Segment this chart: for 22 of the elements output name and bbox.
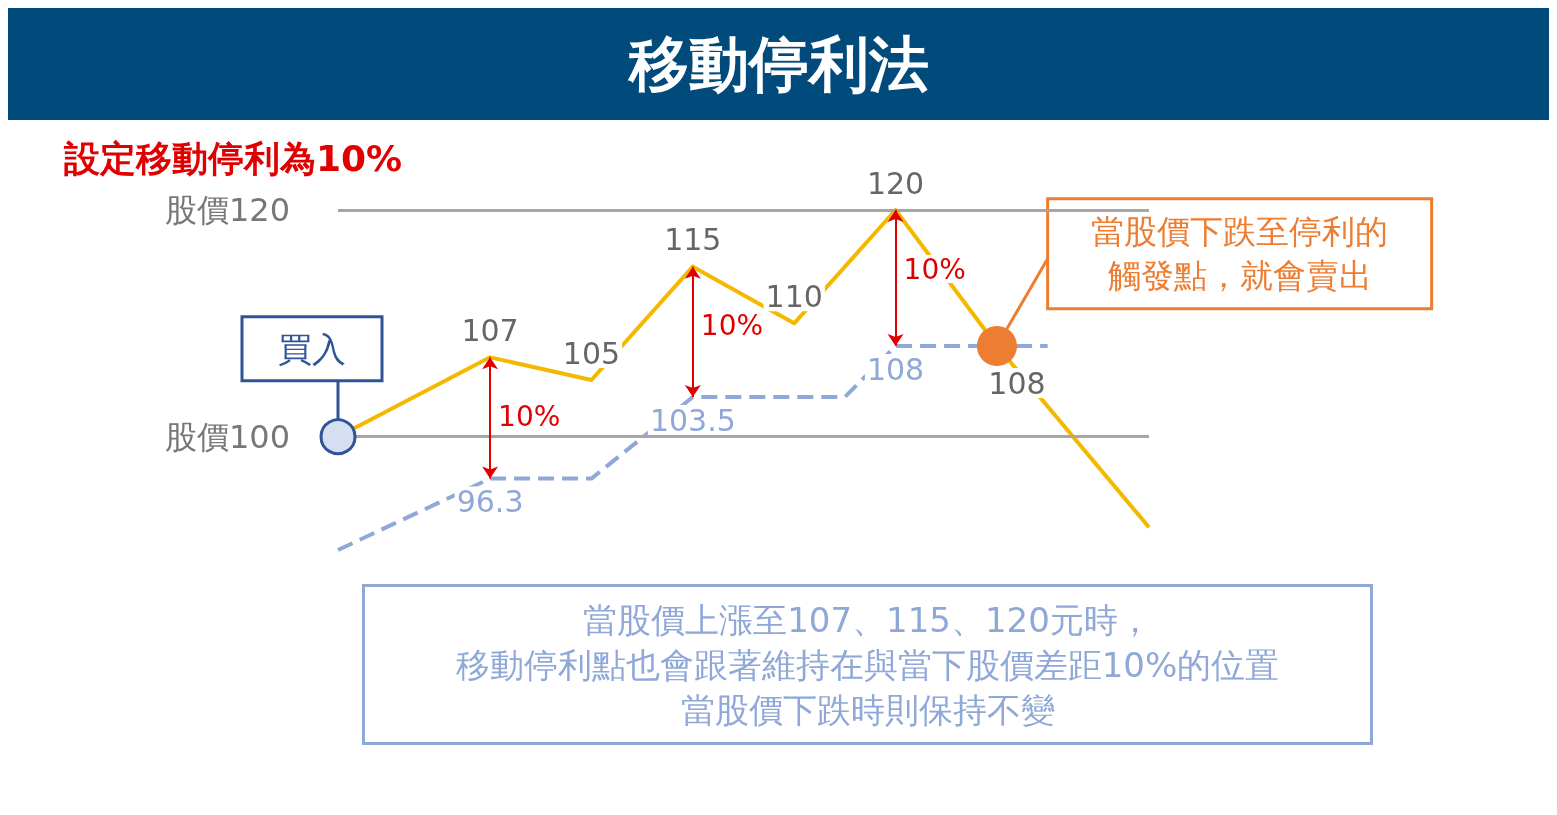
annotation: 當股價下跌至停利的 bbox=[1091, 212, 1389, 252]
text: 設定移動停利為10% bbox=[63, 137, 403, 179]
annotation: 10% bbox=[700, 309, 764, 343]
annotation: 10% bbox=[498, 399, 561, 433]
chart-title: 移動停利法 bbox=[8, 8, 1549, 120]
data-label: 108 bbox=[988, 365, 1046, 401]
text: 當股價上漲至107、115、120元時， bbox=[583, 599, 1152, 640]
data-label: 96.3 bbox=[456, 484, 524, 520]
data-label: 120 bbox=[866, 165, 925, 201]
annotation: 買入 bbox=[278, 328, 346, 369]
data-label: 103.5 bbox=[649, 402, 736, 438]
ref-line-label: 股價100 bbox=[164, 417, 290, 456]
data-label: 105 bbox=[562, 335, 621, 371]
annotation: 10% bbox=[903, 252, 966, 286]
data-label: 108 bbox=[866, 351, 925, 387]
text: 移動停利點也會跟著維持在與當下股價差距10%的位置 bbox=[455, 644, 1280, 685]
data-label: 110 bbox=[765, 278, 823, 314]
data-label: 115 bbox=[664, 222, 722, 258]
text: 當股價下跌時則保持不變 bbox=[680, 689, 1055, 730]
data-label: 107 bbox=[461, 312, 519, 348]
annotation: 觸發點，就會賣出 bbox=[1107, 256, 1372, 296]
ref-line-label: 股價120 bbox=[164, 191, 290, 229]
